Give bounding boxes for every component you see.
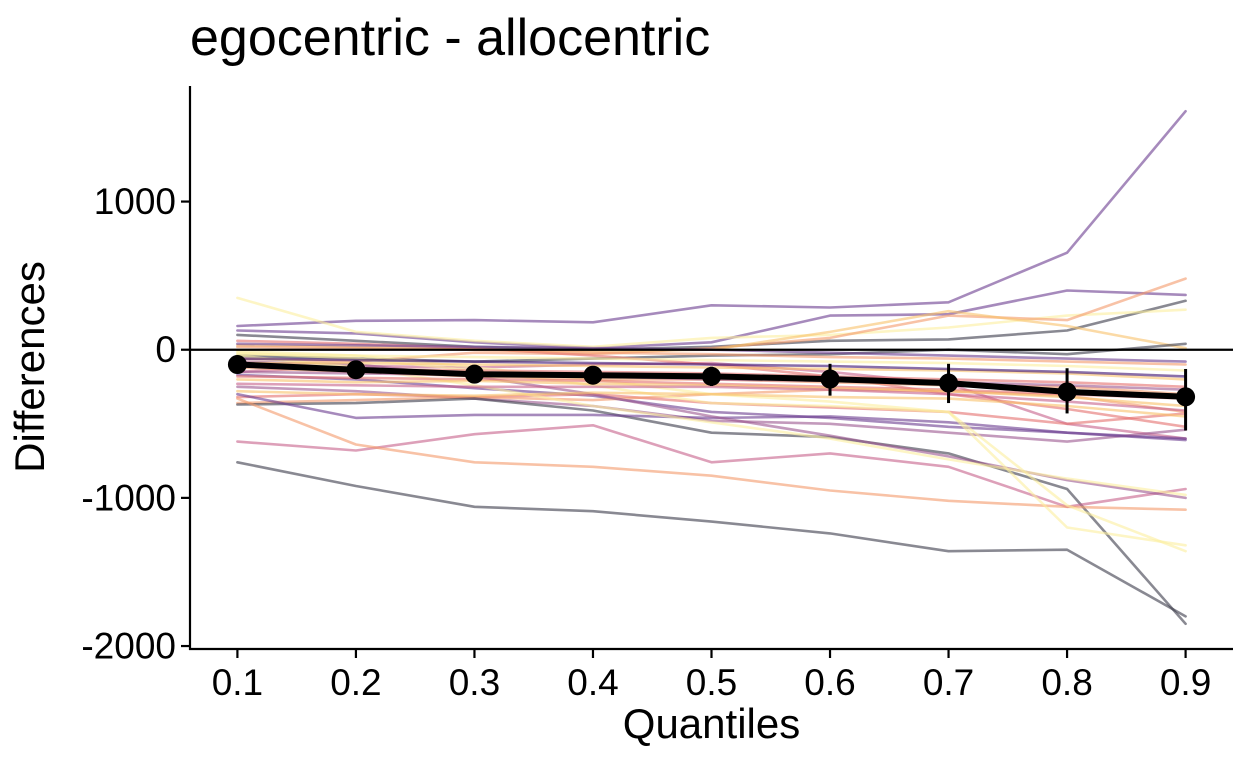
- mean-point: [583, 365, 603, 385]
- mean-point: [820, 369, 840, 389]
- individual-series-line: [236, 389, 1187, 418]
- individual-series-line: [236, 299, 1187, 352]
- x-tick-label: 0.4: [567, 662, 618, 703]
- y-tick-label: 1000: [94, 181, 176, 222]
- individual-series-line: [236, 289, 1187, 350]
- individual-series-line: [236, 109, 1187, 328]
- axes-layer: 1000 0 -1000 -2000 0.1 0.2 0.3 0.4 0.5 0.6 0.7 0.8 0…: [81, 86, 1233, 703]
- individual-series-line: [236, 382, 1187, 412]
- x-tick-label: 0.7: [923, 662, 974, 703]
- x-tick-label: 0.2: [330, 662, 381, 703]
- x-tick-label: 0.5: [686, 662, 737, 703]
- mean-point: [702, 366, 721, 386]
- x-axis-label: Quantiles: [622, 700, 801, 747]
- mean-point: [346, 360, 366, 380]
- individual-series-line: [236, 397, 1187, 626]
- individual-series-line: [236, 357, 1187, 378]
- mean-series-layer: [227, 355, 1196, 431]
- mean-point: [464, 364, 484, 384]
- individual-series-line: [236, 392, 1187, 442]
- y-axis-label-container: Differences: [0, 86, 60, 649]
- individual-series-line: [236, 361, 1187, 440]
- chart-title: egocentric - allocentric: [190, 9, 711, 67]
- x-tick-label: 0.6: [804, 662, 855, 703]
- x-tick-label: 0.9: [1160, 662, 1211, 703]
- mean-point: [1057, 382, 1077, 402]
- individual-series-line: [236, 352, 1187, 372]
- mean-point: [227, 355, 247, 375]
- individual-series-line: [236, 397, 1187, 512]
- x-tick-label: 0.3: [449, 662, 500, 703]
- individual-series-line: [236, 460, 1187, 618]
- individual-series-layer: [236, 109, 1187, 626]
- y-tick-label: -2000: [81, 626, 176, 667]
- mean-point: [1176, 387, 1196, 407]
- y-tick-label: 0: [155, 329, 176, 370]
- x-tick-label: 0.1: [212, 662, 263, 703]
- individual-series-line: [236, 423, 1187, 509]
- y-axis-label: Differences: [6, 261, 53, 473]
- y-tick-label: -1000: [81, 477, 176, 518]
- x-tick-label: 0.8: [1041, 662, 1092, 703]
- mean-point: [939, 373, 959, 393]
